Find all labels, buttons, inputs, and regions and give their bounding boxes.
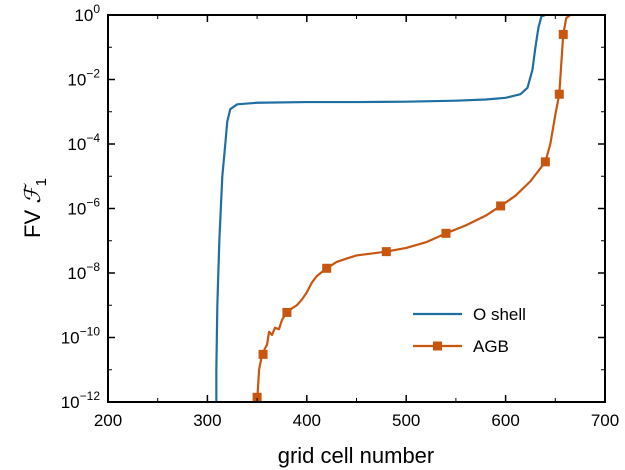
series-line-o-shell — [215, 15, 546, 402]
y-tick-label: 10−4 — [67, 131, 100, 154]
x-tick-label: 200 — [94, 411, 122, 430]
x-tick-label: 600 — [491, 411, 519, 430]
x-tick-label: 400 — [293, 411, 321, 430]
agb-marker — [282, 307, 292, 317]
series-layer — [215, 15, 571, 402]
agb-marker — [258, 349, 268, 359]
y-tick-label: 10−10 — [61, 325, 101, 348]
y-tick-label: 10−2 — [67, 67, 100, 90]
legend-swatch-marker — [433, 341, 442, 351]
y-axis-title: FV ℱ1 — [20, 178, 50, 238]
legend-label: AGB — [473, 337, 509, 356]
agb-marker — [441, 228, 451, 238]
agb-marker — [558, 29, 568, 39]
agb-marker — [322, 263, 332, 273]
agb-marker — [540, 157, 550, 167]
agb-marker — [496, 201, 506, 211]
x-tick-label: 300 — [193, 411, 221, 430]
agb-marker — [381, 247, 391, 257]
agb-marker — [252, 392, 262, 402]
x-tick-label: 700 — [591, 411, 619, 430]
legend: O shell AGB — [413, 305, 526, 356]
y-tick-label: 10−8 — [67, 260, 100, 283]
y-tick-label: 10−12 — [61, 389, 101, 412]
agb-marker — [554, 89, 564, 99]
y-tick-label: 100 — [74, 2, 100, 25]
x-axis: 200 300 400 500 600 700 — [94, 15, 619, 430]
y-tick-label: 10−6 — [67, 196, 100, 219]
x-axis-title: grid cell number — [278, 443, 435, 468]
x-tick-label: 500 — [392, 411, 420, 430]
series-line-agb — [256, 15, 571, 402]
y-axis: 100 10−2 10−4 10−6 10−8 10−10 10−12 — [61, 2, 605, 412]
legend-label: O shell — [473, 305, 526, 324]
